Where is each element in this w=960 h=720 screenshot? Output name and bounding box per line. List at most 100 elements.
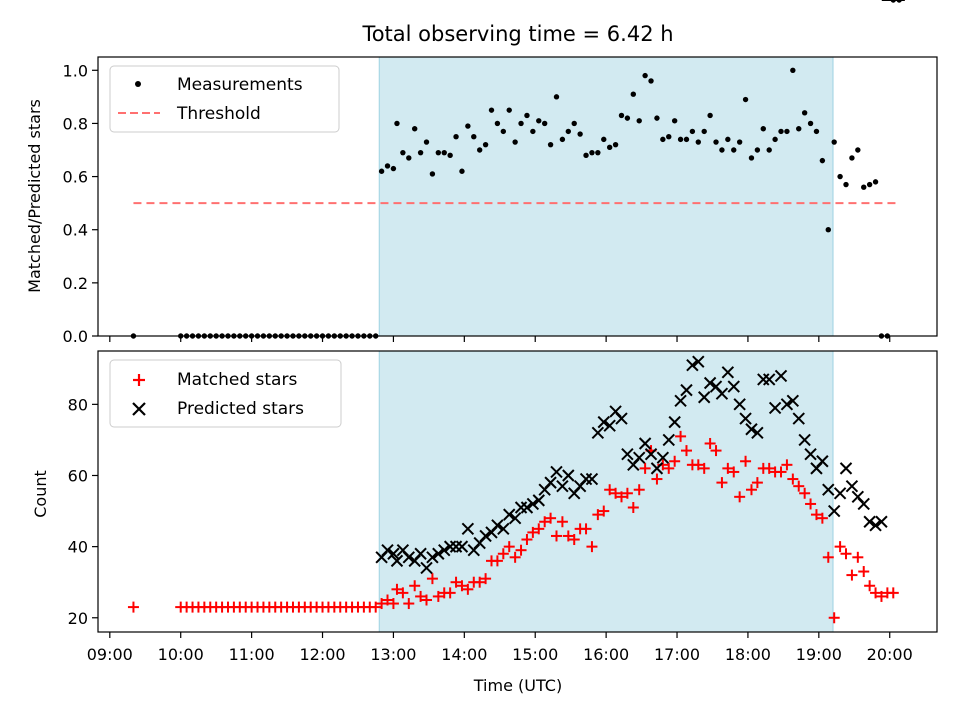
predicted-star-point <box>520 501 534 514</box>
x-tick-label: 11:00 <box>229 645 275 664</box>
matched-star-point <box>621 487 633 499</box>
top-y-tick-label: 0.2 <box>63 274 88 293</box>
predicted-star-point <box>426 551 439 564</box>
x-tick-label: 19:00 <box>796 645 842 664</box>
matched-star-point <box>828 612 840 624</box>
measurement-point <box>861 184 867 190</box>
top-legend-box <box>109 65 340 133</box>
measurement-point <box>547 141 554 148</box>
matched-star-point <box>391 583 403 595</box>
matched-star-point <box>816 512 828 524</box>
predicted-star-point <box>591 426 605 440</box>
predicted-star-point <box>532 494 545 507</box>
predicted-star-point <box>621 447 634 461</box>
measurement-point <box>849 155 855 161</box>
measurement-point <box>807 120 814 127</box>
predicted-star-point <box>414 547 427 560</box>
predicted-star-point <box>650 462 664 475</box>
matched-star-point <box>604 484 616 496</box>
predicted-star-point <box>479 529 492 543</box>
measurement-point <box>872 179 879 185</box>
measurement-point <box>654 115 660 121</box>
bottom-legend: Matched stars Predicted stars <box>109 359 342 428</box>
matched-star-point <box>580 523 592 535</box>
matched-star-point <box>556 516 568 528</box>
predicted-star-point <box>514 501 528 514</box>
matched-star-point <box>698 462 710 474</box>
measurement-point <box>736 139 743 145</box>
predicted-star-point <box>579 472 593 486</box>
predicted-star-point <box>674 394 687 408</box>
measurement-point <box>819 157 826 164</box>
measurement-point <box>778 128 784 135</box>
measurement-point <box>482 141 489 148</box>
measurement-point <box>689 128 696 135</box>
matched-star-point <box>669 455 681 467</box>
matched-star-point <box>787 473 799 485</box>
predicted-star-point <box>780 398 794 411</box>
measurement-point <box>553 94 560 100</box>
matched-star-point <box>370 601 382 613</box>
measurement-point <box>866 181 873 188</box>
predicted-star-point <box>692 355 705 368</box>
measurement-point <box>577 131 583 137</box>
predicted-star-point <box>603 419 616 432</box>
bottom-y-tick-label: 40 <box>68 538 88 557</box>
measurement-point <box>559 136 566 143</box>
predicted-star-point <box>680 383 693 397</box>
predicted-star-point <box>762 373 776 386</box>
matched-star-point <box>722 462 734 474</box>
matched-star-point <box>491 555 503 567</box>
measurement-point <box>677 136 684 143</box>
predicted-star-point <box>774 369 788 383</box>
predicted-star-point <box>757 373 770 386</box>
matched-star-point <box>387 598 399 610</box>
matched-star-point <box>675 430 687 442</box>
predicted-star-point <box>662 433 675 447</box>
measurement-point <box>701 128 707 135</box>
measurement-point <box>671 118 678 124</box>
measurement-point <box>630 91 637 97</box>
predicted-star-point <box>438 543 451 557</box>
predicted-star-point <box>550 465 563 479</box>
measurement-point <box>624 115 631 121</box>
predicted-star-point <box>751 426 764 440</box>
measurement-point <box>435 149 442 156</box>
matched-star-point <box>858 566 870 578</box>
top-legend: Measurements Threshold <box>109 65 340 133</box>
matched-star-point <box>864 580 876 592</box>
measurement-point <box>518 120 524 127</box>
measurement-point <box>790 67 796 73</box>
predicted-star-point <box>786 394 800 408</box>
matched-star-point <box>840 548 852 560</box>
predicted-star-point <box>556 479 569 493</box>
measurement-point <box>713 139 719 145</box>
matched-star-point <box>450 576 462 588</box>
x-tick-label: 14:00 <box>441 645 487 664</box>
predicted-stars-points <box>375 0 905 575</box>
measurement-point <box>500 128 507 135</box>
predicted-star-point <box>715 387 729 400</box>
matched-star-point <box>639 462 651 474</box>
predicted-star-point <box>633 451 646 464</box>
predicted-star-point <box>461 522 475 536</box>
measurement-point <box>719 147 725 153</box>
predicted-star-point <box>644 447 658 461</box>
matched-star-point <box>887 587 899 599</box>
measurement-point <box>406 155 412 161</box>
matched-star-point <box>822 551 834 563</box>
measurement-point <box>589 149 595 156</box>
predicted-star-point <box>822 483 835 496</box>
matched-star-point <box>550 530 562 542</box>
matched-star-point <box>781 459 793 471</box>
matched-star-point <box>509 551 521 563</box>
matched-star-point <box>775 466 787 478</box>
x-tick-label: 09:00 <box>87 645 133 664</box>
predicted-star-point <box>686 359 699 372</box>
measurement-point <box>725 136 731 143</box>
bottom-plot-frame <box>97 350 938 633</box>
x-tick-label: 17:00 <box>654 645 700 664</box>
measurement-point <box>465 123 471 129</box>
matched-star-point <box>409 580 421 592</box>
x-tick-label: 15:00 <box>512 645 558 664</box>
